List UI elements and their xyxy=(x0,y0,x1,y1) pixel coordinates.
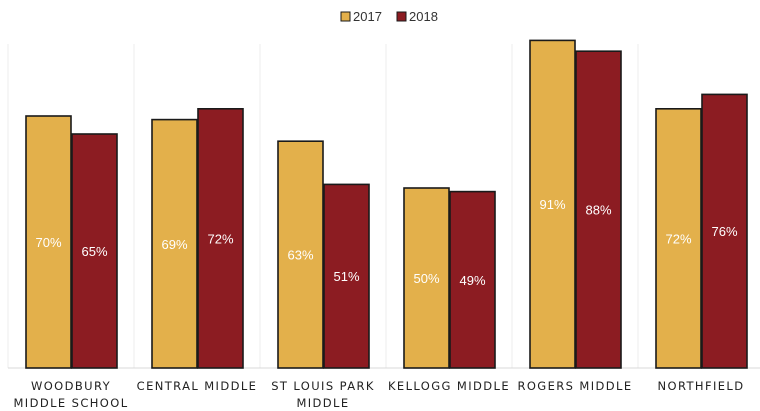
legend-label-2017: 2017 xyxy=(353,9,382,24)
bar-2017-1 xyxy=(151,118,198,369)
data-label-2017-4: 91% xyxy=(539,197,565,212)
bar-2017-4 xyxy=(529,39,576,369)
bar-2017-2 xyxy=(277,140,324,369)
category-label-2: MIDDLE xyxy=(296,396,349,410)
category-label-5: NORTHFIELD xyxy=(657,379,744,393)
bars xyxy=(25,39,748,369)
category-label-3: KELLOGG MIDDLE xyxy=(388,379,510,393)
legend-swatch-2017 xyxy=(340,11,351,22)
bar-2018-1 xyxy=(197,108,244,369)
category-label-0: MIDDLE SCHOOL xyxy=(13,396,128,410)
bar-2018-5 xyxy=(701,93,748,369)
data-label-2017-2: 63% xyxy=(287,248,313,263)
legend-label-2018: 2018 xyxy=(409,9,438,24)
data-label-2017-5: 72% xyxy=(665,231,691,246)
bar-2018-2 xyxy=(323,183,370,369)
bar-2017-0 xyxy=(25,115,72,369)
data-label-2017-3: 50% xyxy=(413,271,439,286)
legend-swatch-2018 xyxy=(396,11,407,22)
data-label-2017-0: 70% xyxy=(35,235,61,250)
data-labels: 70% 65% 69% 72% 63% 51% 50% 49% 91% 88% 72% 76% xyxy=(35,197,737,288)
category-label-0: WOODBURY xyxy=(31,379,111,393)
bar-2017-5 xyxy=(655,108,702,369)
data-label-2018-4: 88% xyxy=(585,203,611,218)
data-label-2018-1: 72% xyxy=(207,231,233,246)
category-separators xyxy=(7,44,760,369)
category-label-2: ST LOUIS PARK xyxy=(271,379,375,393)
category-labels: WOODBURY MIDDLE SCHOOL CENTRAL MIDDLE ST LO… xyxy=(13,379,744,410)
data-label-2018-3: 49% xyxy=(459,273,485,288)
data-label-2018-5: 76% xyxy=(711,224,737,239)
bar-2018-4 xyxy=(575,50,622,369)
data-label-2018-2: 51% xyxy=(333,269,359,284)
bar-2017-3 xyxy=(403,187,450,369)
bar-2018-3 xyxy=(449,190,496,369)
legend: 2017 2018 xyxy=(340,9,438,24)
category-label-1: CENTRAL MIDDLE xyxy=(137,379,258,393)
category-label-4: ROGERS MIDDLE xyxy=(517,379,632,393)
bar-2018-0 xyxy=(71,133,118,369)
data-label-2017-1: 69% xyxy=(161,237,187,252)
data-label-2018-0: 65% xyxy=(81,244,107,259)
